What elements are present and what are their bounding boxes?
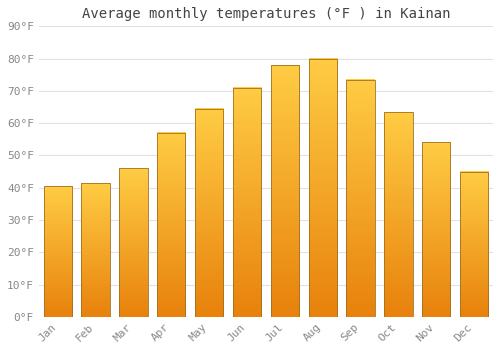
Bar (346, 79, 375, 317)
Bar (233, 88, 261, 317)
Bar (308, 58, 337, 317)
Bar (270, 65, 299, 317)
Bar (195, 108, 224, 317)
Bar (460, 172, 488, 317)
Bar (119, 168, 148, 317)
Bar (422, 142, 450, 317)
Bar (82, 183, 110, 317)
Bar (44, 186, 72, 317)
Bar (384, 112, 412, 317)
Title: Average monthly temperatures (°F ) in Kainan: Average monthly temperatures (°F ) in Ka… (82, 7, 450, 21)
Bar (157, 133, 186, 317)
